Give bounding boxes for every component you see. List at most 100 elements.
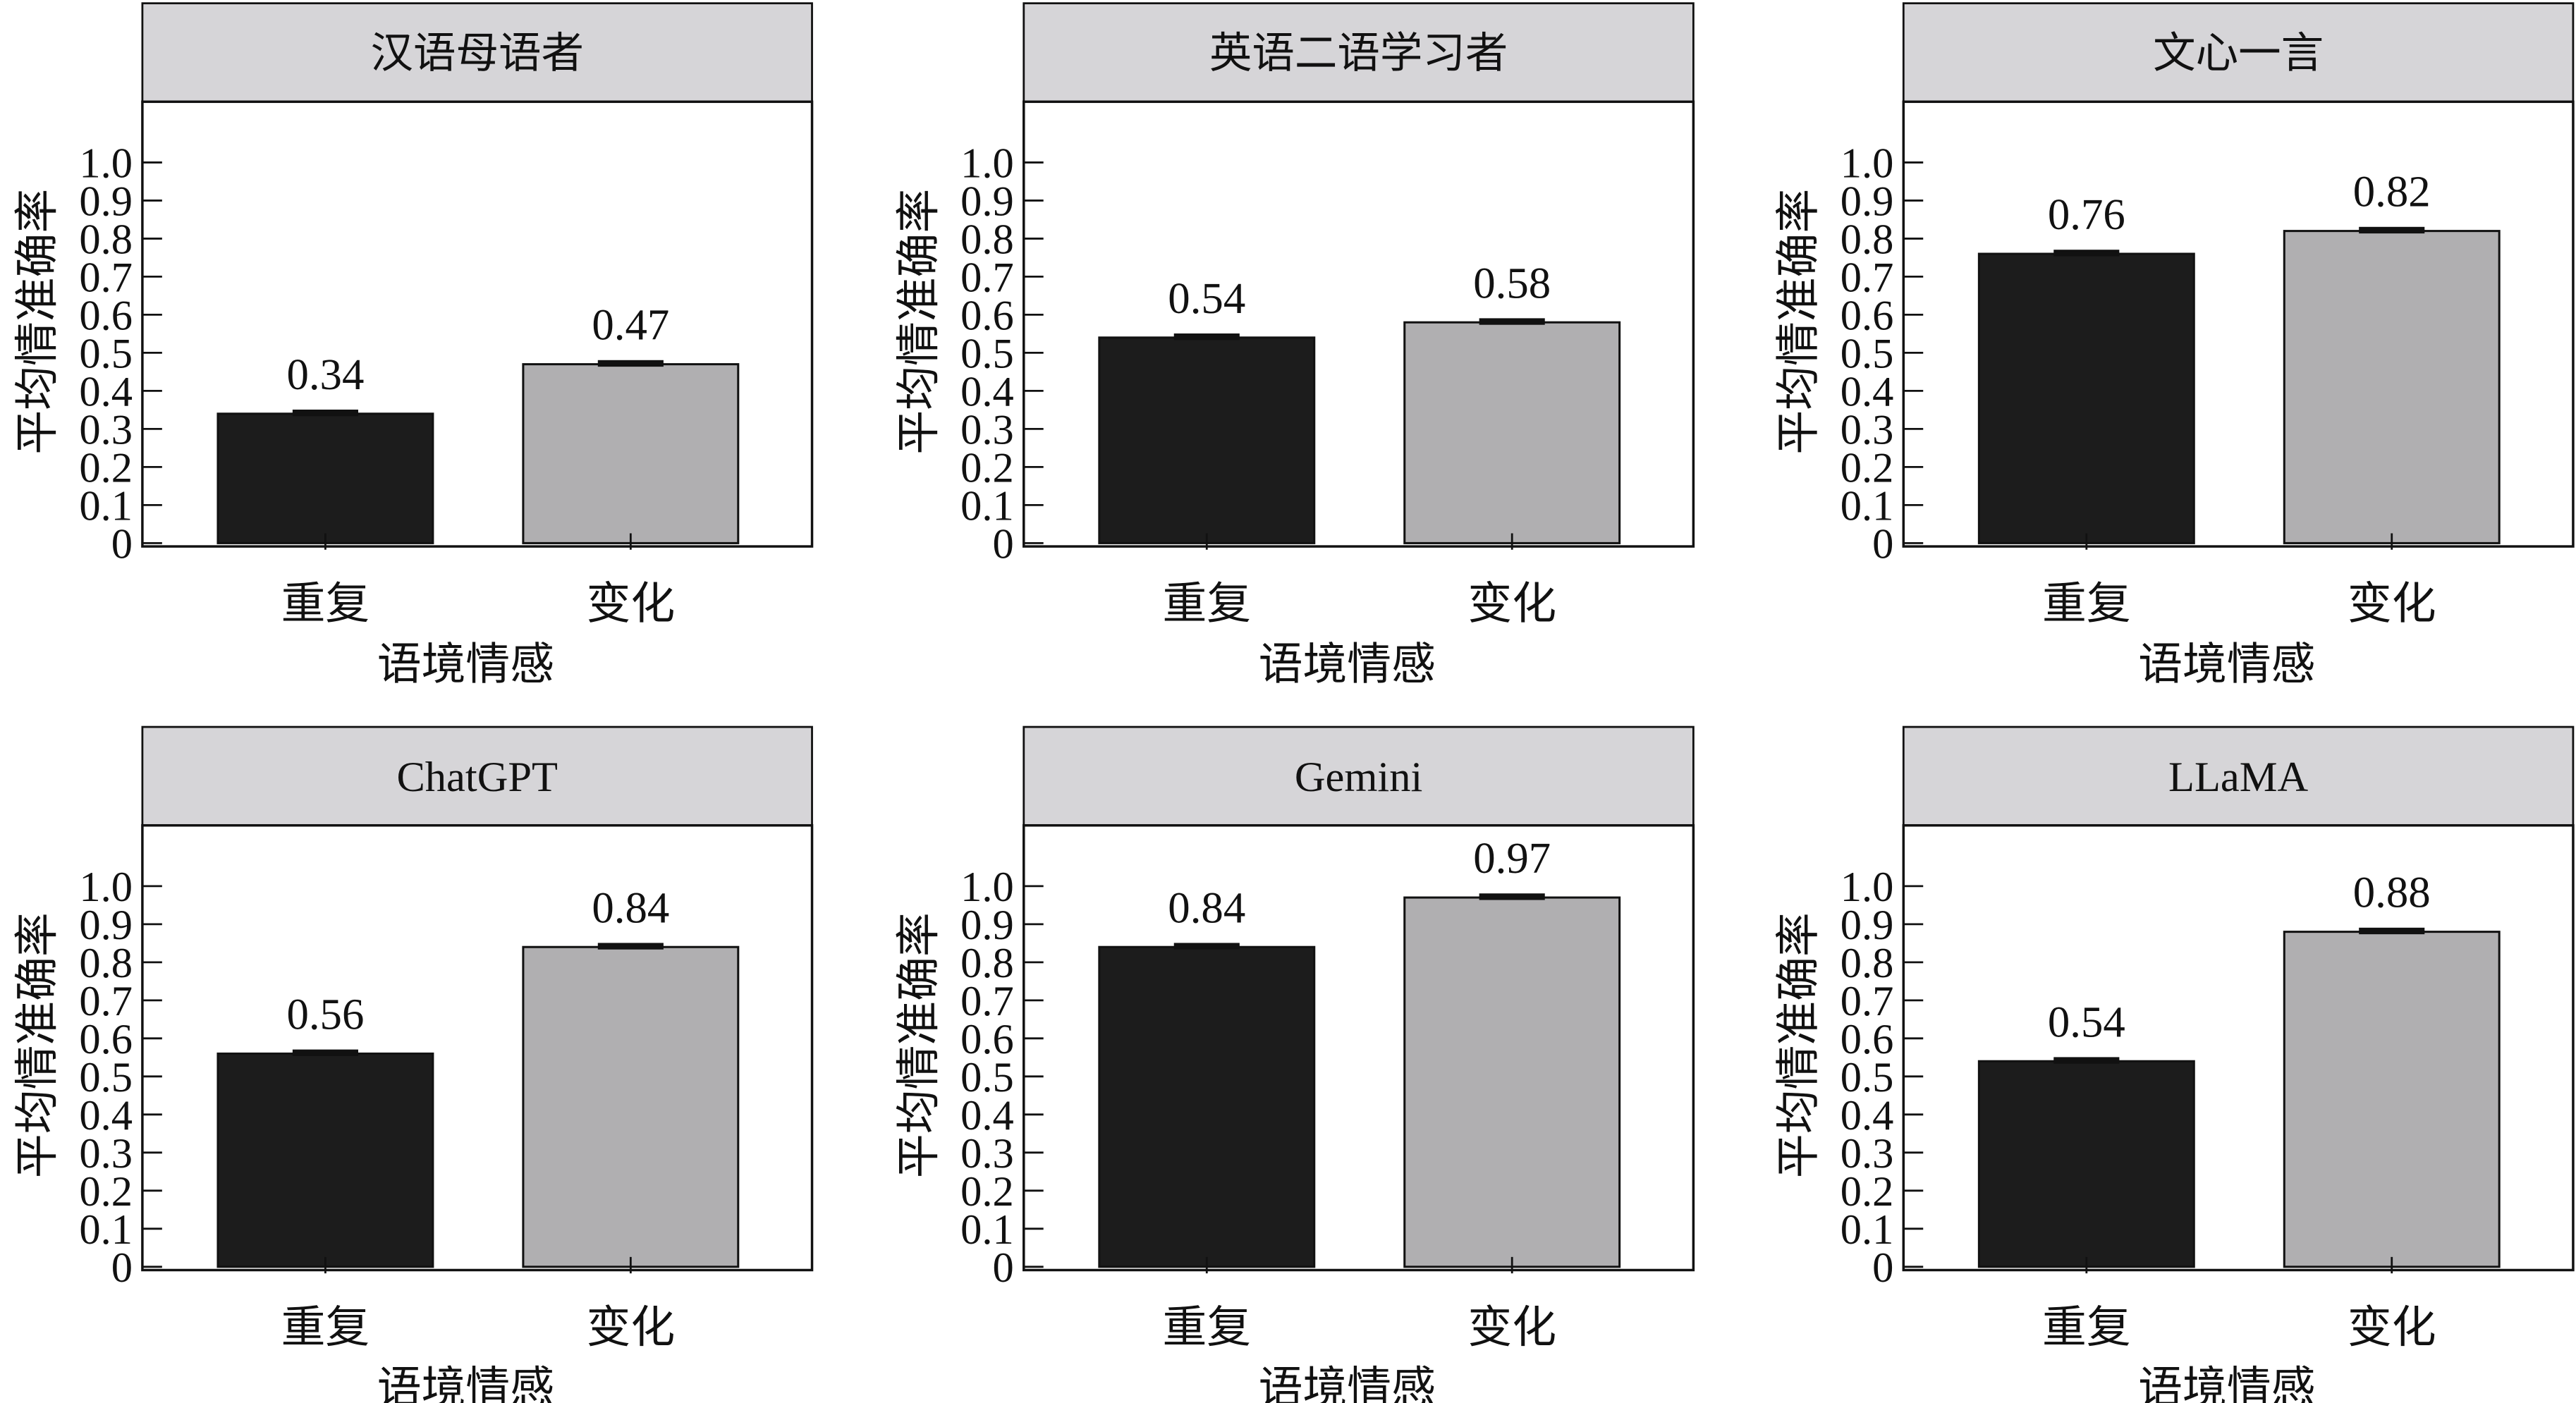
panel-title: LLaMA [2168, 754, 2309, 801]
x-axis-label: 语境情感 [2138, 640, 2315, 690]
bar [1977, 1060, 2195, 1268]
y-tick-label: 1.0 [1841, 864, 1894, 911]
value-label: 0.54 [1168, 274, 1245, 323]
value-label: 0.54 [2048, 997, 2125, 1046]
value-label: 0.84 [1168, 883, 1245, 932]
x-tick-label: 变化 [587, 1303, 676, 1352]
y-tick-label: 1.0 [960, 140, 1014, 187]
y-tick-label: 0.1 [1841, 1206, 1894, 1254]
bar [522, 945, 740, 1268]
y-tick-label: 0.9 [960, 902, 1014, 949]
x-tick-label: 重复 [2042, 579, 2131, 628]
value-label: 0.47 [592, 300, 669, 350]
y-tick-label: 0.5 [1841, 1054, 1894, 1101]
x-axis-label: 语境情感 [377, 640, 554, 690]
panel-strip [1902, 725, 2575, 827]
y-tick-label: 0 [111, 1244, 133, 1292]
y-axis-label: 平均情准确率 [1774, 912, 1823, 1178]
y-tick-label: 0.9 [1841, 178, 1894, 225]
x-tick-label: 变化 [1467, 1303, 1556, 1352]
y-tick-label: 0.9 [79, 902, 133, 949]
y-tick-label: 0.8 [960, 216, 1014, 263]
x-axis-label: 语境情感 [1259, 640, 1436, 690]
panel-strip [141, 2, 813, 103]
error-bar [2359, 927, 2425, 935]
y-tick-label: 0.3 [1841, 1130, 1894, 1177]
error-bar [597, 360, 664, 367]
x-tick-label: 变化 [2348, 579, 2436, 628]
y-tick-label: 0.9 [79, 178, 133, 225]
y-tick-label: 0.9 [1841, 902, 1894, 949]
y-tick-label: 0 [993, 1244, 1014, 1292]
y-axis-label: 平均情准确率 [13, 189, 62, 455]
y-tick-label: 1.0 [79, 864, 133, 911]
chart-panel: LLaMA 00.10.20.30.40.50.60.70.80.91.0 0.54… [1774, 725, 2575, 1403]
y-tick-label: 0.1 [960, 482, 1014, 529]
bar [216, 1052, 434, 1268]
y-tick-label: 0.8 [960, 940, 1014, 987]
bar [1403, 321, 1621, 544]
y-tick-label: 0.2 [960, 444, 1014, 491]
error-bar [2053, 250, 2120, 257]
y-tick-label: 0.4 [79, 368, 133, 415]
bar [522, 363, 740, 544]
y-axis-label: 平均情准确率 [894, 912, 944, 1178]
value-label: 0.58 [1473, 258, 1551, 307]
x-tick-label: 变化 [587, 579, 676, 628]
y-axis-label: 平均情准确率 [13, 912, 62, 1178]
x-tick-label: 重复 [281, 1303, 370, 1352]
y-tick-label: 0.8 [79, 940, 133, 987]
y-tick-label: 0.4 [960, 368, 1014, 415]
value-label: 0.84 [592, 883, 669, 932]
y-tick-label: 0.7 [960, 254, 1014, 301]
y-tick-label: 1.0 [960, 864, 1014, 911]
y-tick-label: 0.7 [960, 978, 1014, 1025]
y-tick-label: 0.4 [1841, 1092, 1894, 1139]
bar [1098, 336, 1316, 544]
y-tick-label: 0.3 [960, 406, 1014, 453]
y-tick-label: 0.2 [960, 1168, 1014, 1215]
y-tick-label: 0.8 [1841, 940, 1894, 987]
error-bar [1479, 893, 1545, 900]
y-tick-label: 1.0 [1841, 140, 1894, 187]
panel-strip [141, 725, 813, 827]
value-label: 0.82 [2353, 167, 2431, 216]
y-tick-label: 0.7 [1841, 254, 1894, 301]
y-tick-label: 0.7 [79, 254, 133, 301]
panel-strip [1902, 2, 2575, 103]
y-tick-label: 0.2 [1841, 444, 1894, 491]
y-tick-label: 0.6 [79, 1016, 133, 1063]
y-tick-label: 0.2 [1841, 1168, 1894, 1215]
y-tick-label: 0.3 [79, 1130, 133, 1177]
y-tick-label: 1.0 [79, 140, 133, 187]
y-tick-label: 0.4 [1841, 368, 1894, 415]
y-tick-label: 0.3 [1841, 406, 1894, 453]
y-axis-label: 平均情准确率 [894, 189, 944, 455]
x-tick-label: 重复 [1162, 1303, 1251, 1352]
y-axis-label: 平均情准确率 [1774, 189, 1823, 455]
panel-title: 汉语母语者 [370, 30, 584, 77]
bar [2283, 230, 2501, 544]
value-label: 0.97 [1473, 833, 1551, 883]
y-tick-label: 0.8 [79, 216, 133, 263]
chart-panel: 文心一言 00.10.20.30.40.50.60.70.80.91.0 0.76 重… [1774, 2, 2575, 690]
y-tick-label: 0.5 [1841, 330, 1894, 377]
error-bar [2053, 1057, 2120, 1064]
y-tick-label: 0.5 [79, 330, 133, 377]
panel-title: 英语二语学习者 [1209, 30, 1508, 77]
x-tick-label: 变化 [1467, 579, 1556, 628]
error-bar [292, 1049, 358, 1056]
x-axis-label: 语境情感 [2138, 1364, 2315, 1403]
chart-panel: 汉语母语者 00.10.20.30.40.50.60.70.80.91.0 0.34… [13, 2, 814, 690]
y-tick-label: 0 [1872, 1244, 1893, 1292]
y-tick-label: 0.2 [79, 1168, 133, 1215]
y-tick-label: 0.3 [960, 1130, 1014, 1177]
chart-panel: 英语二语学习者 00.10.20.30.40.50.60.70.80.91.0 0.… [894, 2, 1695, 690]
chart-panel: Gemini 00.10.20.30.40.50.60.70.80.91.0 0.8… [894, 725, 1695, 1403]
value-label: 0.76 [2048, 190, 2125, 239]
error-bar [1479, 318, 1545, 325]
y-tick-label: 0.4 [79, 1092, 133, 1139]
y-tick-label: 0.6 [79, 292, 133, 339]
chart-panel: ChatGPT 00.10.20.30.40.50.60.70.80.91.0 0.… [13, 725, 814, 1403]
